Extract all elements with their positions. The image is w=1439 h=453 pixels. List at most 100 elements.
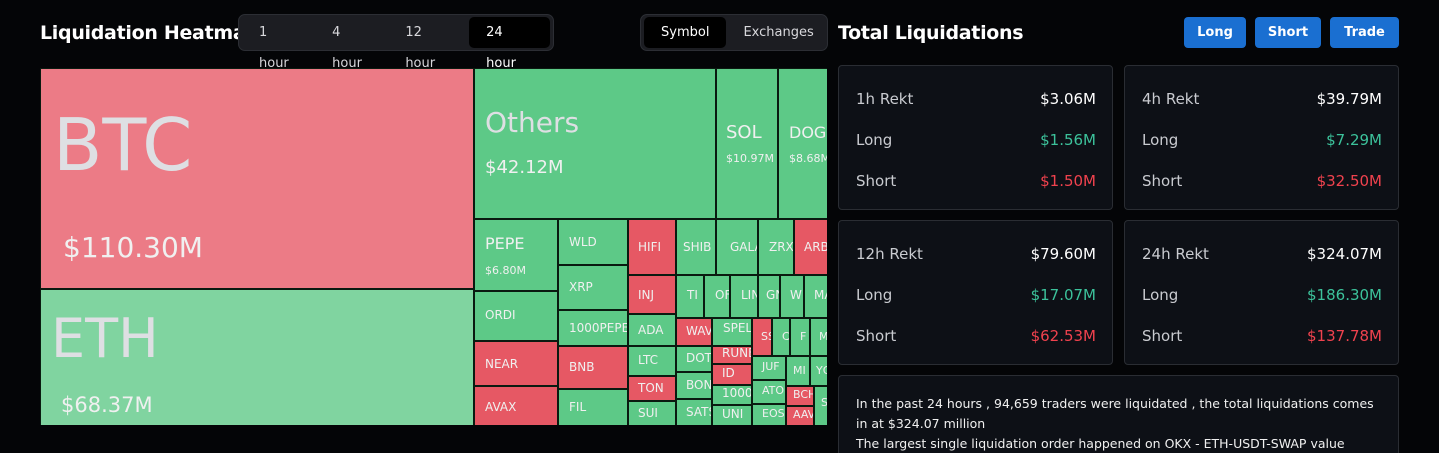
tile[interactable]: LTC [628, 346, 676, 376]
tile[interactable]: W [780, 275, 804, 318]
tile[interactable]: MI [786, 356, 810, 386]
rekt-card: 4h Rekt $39.79M Long $7.29M Short $32.50M [1124, 65, 1399, 210]
card-title: 24h Rekt [1142, 245, 1209, 263]
tile-value: $10.97M [726, 152, 774, 165]
card-title: 4h Rekt [1142, 90, 1200, 108]
summary-box: In the past 24 hours , 94,659 traders we… [838, 375, 1399, 453]
tile[interactable]: OF [704, 275, 730, 318]
card-total: $324.07M [1307, 245, 1382, 263]
tile[interactable]: BNB [558, 346, 628, 389]
card-header: 24h Rekt $324.07M [1142, 245, 1382, 265]
tile[interactable]: M [810, 318, 827, 356]
tile[interactable]: INJ [628, 275, 676, 314]
tile-label: BNB [569, 360, 595, 374]
tile-label: SS [761, 330, 771, 343]
tile[interactable]: DOG $8.68M [778, 68, 827, 219]
tile-label: LTC [638, 353, 659, 367]
tile[interactable]: ATO [752, 380, 786, 404]
tile-label: Others [485, 106, 580, 139]
group-tab[interactable]: Exchanges [743, 25, 814, 40]
tile[interactable]: MA [804, 275, 827, 318]
tile[interactable]: FIL [558, 389, 628, 425]
tile[interactable]: GN [758, 275, 780, 318]
tile[interactable]: BCH [786, 386, 814, 406]
row-value: $62.53M [1030, 327, 1096, 345]
row-value: $1.50M [1040, 172, 1096, 190]
tile[interactable]: SOL $10.97M [716, 68, 778, 219]
tile[interactable]: SUI [628, 401, 676, 425]
tile[interactable]: ETH $68.37M [40, 289, 474, 425]
tile-label: M [819, 331, 827, 342]
tile[interactable]: AVAX [474, 386, 558, 425]
tile[interactable]: SS [752, 318, 772, 356]
row-label: Long [1142, 131, 1179, 149]
time-tab[interactable]: 12 hour [405, 25, 436, 71]
tile[interactable]: WLD [558, 219, 628, 265]
tile[interactable]: HIFI [628, 219, 676, 275]
tile-label: EOS [762, 407, 785, 420]
tile-value: $6.80M [485, 264, 526, 277]
card-title: 12h Rekt [856, 245, 923, 263]
tile[interactable]: ADA [628, 314, 676, 346]
action-button[interactable]: Long [1184, 17, 1246, 48]
tile[interactable]: ID [712, 364, 752, 385]
tile[interactable]: Others $42.12M [474, 68, 716, 219]
tile[interactable]: EOS [752, 404, 786, 425]
tile[interactable]: LIN [730, 275, 758, 318]
tile[interactable]: UNI [712, 405, 752, 425]
tile[interactable]: XRP [558, 265, 628, 310]
tile[interactable]: YG [810, 356, 827, 386]
tile[interactable]: SATS [676, 399, 712, 425]
row-value: $137.78M [1307, 327, 1382, 345]
tile[interactable]: ZRX [758, 219, 794, 275]
tile-label: MI [793, 364, 806, 377]
tile-label: RUNE [722, 346, 751, 360]
card-row: Long $186.30M [1142, 286, 1382, 306]
tile[interactable]: BON [676, 372, 712, 399]
tile[interactable]: JUF [752, 356, 786, 380]
tile[interactable]: 1000PEPE [558, 310, 628, 346]
tile[interactable]: AAV [786, 406, 814, 425]
tile[interactable]: ORDI [474, 291, 558, 341]
tile[interactable]: WAV [676, 318, 712, 346]
tile[interactable]: NEAR [474, 341, 558, 386]
tile[interactable]: TON [628, 376, 676, 401]
card-row: Long $7.29M [1142, 131, 1382, 151]
tile-label: AAV [793, 408, 814, 421]
action-button[interactable]: Trade [1330, 17, 1399, 48]
tile-label: GALA [730, 240, 757, 254]
action-button[interactable]: Short [1255, 17, 1321, 48]
time-tab[interactable]: 24 hour [469, 17, 550, 71]
tile[interactable]: SPEL [712, 318, 752, 346]
summary-line: In the past 24 hours , 94,659 traders we… [856, 396, 1374, 431]
time-tab[interactable]: 4 hour [332, 25, 362, 71]
tile[interactable]: F [790, 318, 810, 356]
tile[interactable]: PEPE $6.80M [474, 219, 558, 291]
group-tab[interactable]: Symbol [644, 17, 727, 48]
tile[interactable]: 1000S [712, 385, 752, 405]
row-label: Long [856, 131, 893, 149]
tile[interactable]: SHIB [676, 219, 716, 275]
tile[interactable]: BTC $110.30M [40, 68, 474, 289]
tile-label: NEAR [485, 357, 519, 371]
card-row: Short $1.50M [856, 172, 1096, 192]
tile[interactable]: RUNE [712, 346, 752, 364]
tile[interactable]: S [814, 386, 827, 425]
tile-label: F [800, 330, 807, 343]
tile-label: W [790, 288, 802, 302]
time-tab[interactable]: 1 hour [259, 25, 289, 71]
tile[interactable]: DOT [676, 346, 712, 372]
tile[interactable]: TI [676, 275, 704, 318]
tile[interactable]: GALA [716, 219, 758, 275]
tile-label: SHIB [683, 240, 712, 254]
row-value: $32.50M [1316, 172, 1382, 190]
tile-label: ORDI [485, 308, 516, 322]
tile[interactable]: ARB [794, 219, 827, 275]
tile-label: 1000PEPE [569, 321, 628, 335]
card-header: 4h Rekt $39.79M [1142, 90, 1382, 110]
tile-label: SOL [726, 122, 762, 143]
tile[interactable]: C [772, 318, 790, 356]
tile-label: ID [722, 366, 735, 380]
tile-label: SUI [638, 406, 658, 420]
